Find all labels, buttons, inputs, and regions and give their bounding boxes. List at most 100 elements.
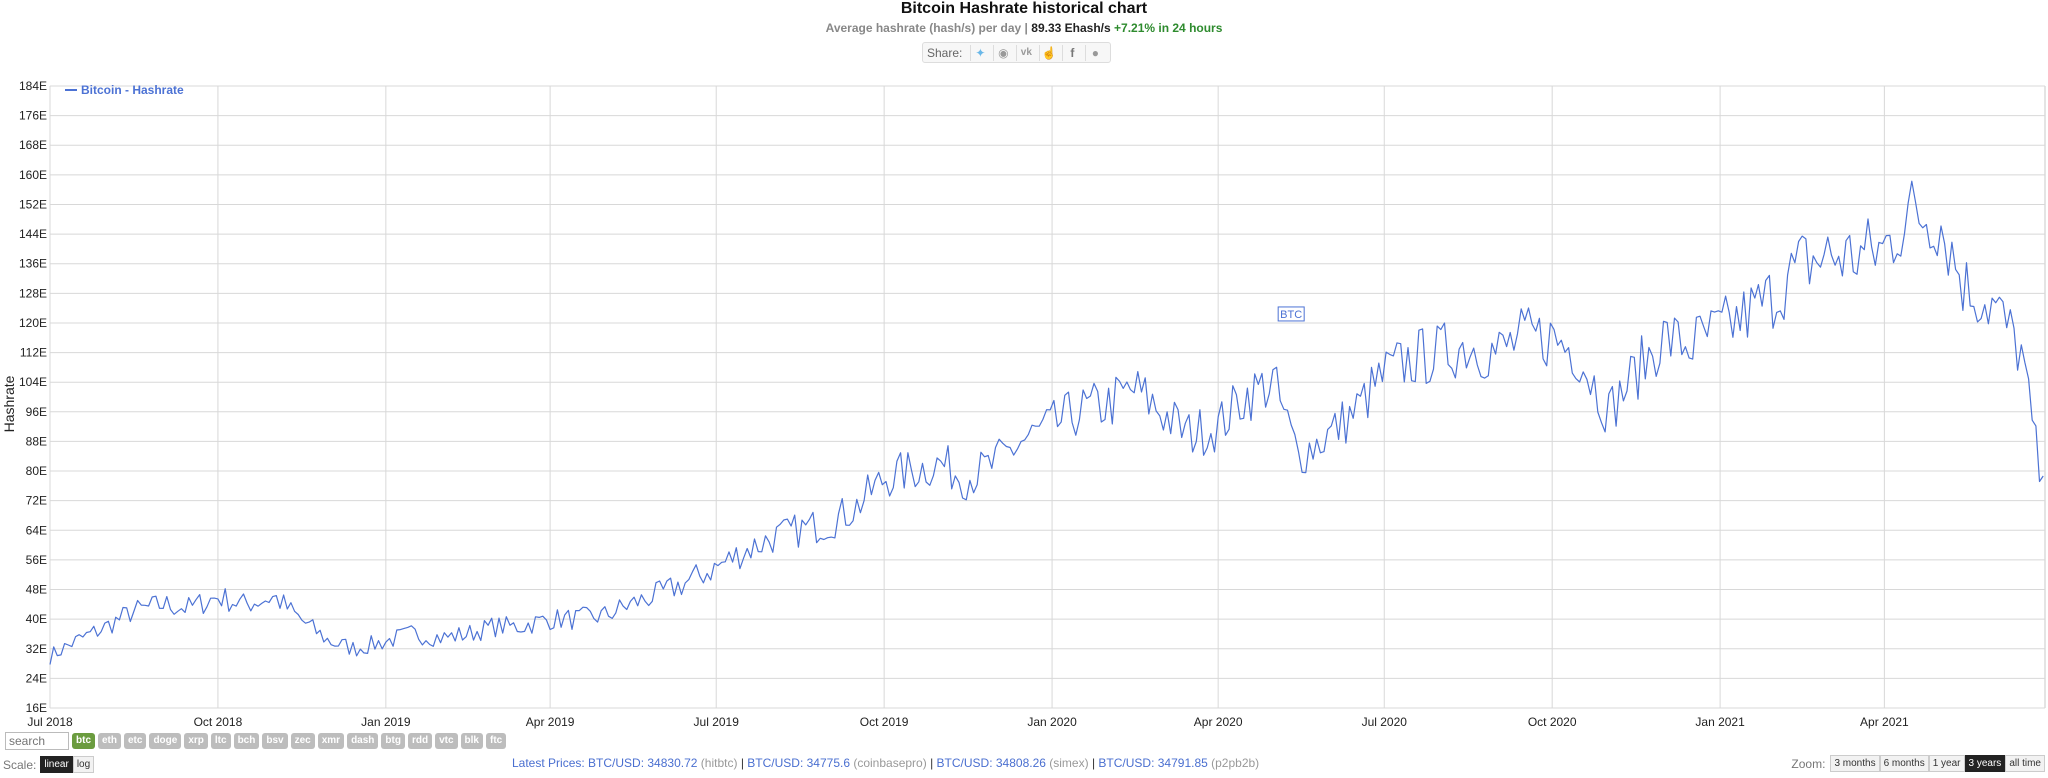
facebook-icon[interactable]: f — [1062, 44, 1081, 61]
subtitle-prefix: Average hashrate (hash/s) per day | — [825, 21, 1028, 35]
y-tick-label: 136E — [19, 257, 47, 271]
x-tick-label: Jul 2020 — [1362, 715, 1408, 729]
x-tick-label: Apr 2021 — [1860, 715, 1909, 729]
x-tick-label: Jan 2020 — [1027, 715, 1077, 729]
hashrate-change: +7.21% in 24 hours — [1114, 21, 1223, 35]
y-tick-label: 152E — [19, 197, 47, 211]
current-hashrate-unit: Ehash/s — [1064, 21, 1111, 35]
zoom-3-years-button[interactable]: 3 years — [1964, 755, 2006, 772]
annotation-flag — [1277, 306, 1305, 322]
coin-tag-etc[interactable]: etc — [124, 733, 147, 749]
x-axis-ticks: Jul 2018 Oct 2018 Jan 2019 Apr 2019 Jul 2019… — [27, 715, 1909, 729]
y-tick-label: 120E — [19, 316, 47, 330]
coin-tag-doge[interactable]: doge — [149, 733, 182, 749]
scale-label: Scale: — [3, 757, 37, 772]
coin-tag-btg[interactable]: btg — [381, 733, 405, 749]
y-tick-label: 184E — [19, 79, 47, 93]
price-source: (p2pb2b) — [1211, 756, 1260, 770]
price-source: (simex) — [1049, 756, 1089, 770]
price-source: (coinbasepro) — [853, 756, 927, 770]
weibo-icon[interactable]: ● — [1085, 44, 1104, 61]
price-item[interactable]: BTC/USD: 34830.72 — [588, 756, 698, 770]
zoom-1-year-button[interactable]: 1 year — [1928, 755, 1965, 772]
y-tick-label: 144E — [19, 227, 47, 241]
annotation-layer: BTC — [1277, 306, 1305, 322]
zoom-label: Zoom: — [1791, 756, 1826, 771]
y-tick-label: 104E — [19, 375, 47, 389]
zoom-3-months-button[interactable]: 3 months — [1830, 755, 1880, 772]
y-axis-label: Hashrate — [1, 375, 17, 432]
y-tick-label: 24E — [26, 671, 47, 685]
y-tick-label: 176E — [19, 109, 47, 123]
y-tick-label: 80E — [26, 464, 47, 478]
scale-log-button[interactable]: log — [72, 756, 95, 773]
reddit-icon[interactable]: ◉ — [993, 44, 1012, 61]
x-tick-label: Oct 2020 — [1528, 715, 1577, 729]
y-tick-label: 96E — [26, 405, 47, 419]
zoom-selector: Zoom: 3 months 6 months 1 year 3 years a… — [1791, 755, 2045, 772]
x-tick-label: Jul 2018 — [27, 715, 73, 729]
y-tick-label: 16E — [26, 701, 47, 715]
coin-list: btc eth etc doge xrp ltc bch bsv zec xmr dash btg rd… — [72, 733, 509, 749]
y-tick-label: 40E — [26, 612, 47, 626]
y-tick-label: 160E — [19, 168, 47, 182]
price-item[interactable]: BTC/USD: 34808.26 — [936, 756, 1046, 770]
share-bar: Share: ✦ ◉ vk ☝ f ● — [922, 42, 1112, 63]
y-tick-label: 32E — [26, 642, 47, 656]
coin-tag-xmr[interactable]: xmr — [317, 733, 345, 749]
coin-tag-xrp[interactable]: xrp — [184, 733, 208, 749]
current-hashrate-value: 89.33 — [1031, 21, 1062, 35]
x-tick-label: Apr 2020 — [1194, 715, 1243, 729]
price-item[interactable]: BTC/USD: 34791.85 — [1098, 756, 1208, 770]
y-tick-label: 64E — [26, 523, 47, 537]
coin-tag-blk[interactable]: blk — [460, 733, 483, 749]
coin-tag-dash[interactable]: dash — [347, 733, 379, 749]
zoom-6-months-button[interactable]: 6 months — [1879, 755, 1929, 772]
y-tick-label: 48E — [26, 583, 47, 597]
coin-tag-zec[interactable]: zec — [290, 733, 315, 749]
coin-tag-bsv[interactable]: bsv — [262, 733, 288, 749]
latest-prices: Latest Prices: BTC/USD: 34830.72 (hitbtc… — [512, 756, 1260, 770]
x-tick-label: Jan 2019 — [361, 715, 411, 729]
x-tick-label: Oct 2018 — [194, 715, 243, 729]
price-item[interactable]: BTC/USD: 34775.6 — [747, 756, 850, 770]
y-tick-label: 88E — [26, 434, 47, 448]
zoom-all-time-button[interactable]: all time — [2005, 755, 2045, 772]
scale-selector: Scale: linear log — [3, 756, 95, 773]
coin-selector: btcethetcdogexrpltcbchbsvzecxmrdashbtgrd… — [5, 732, 509, 750]
coin-search-input[interactable] — [5, 732, 69, 750]
chart-subtitle: Average hashrate (hash/s) per day | 89.3… — [0, 21, 2048, 35]
twitter-icon[interactable]: ✦ — [970, 44, 989, 61]
legend: Bitcoin - Hashrate — [65, 83, 184, 97]
coin-tag-eth[interactable]: eth — [98, 733, 121, 749]
y-tick-label: 56E — [26, 553, 47, 567]
y-tick-label: 72E — [26, 494, 47, 508]
y-tick-label: 112E — [20, 346, 47, 360]
y-tick-label: 128E — [19, 286, 47, 300]
legend-label: Bitcoin - Hashrate — [81, 83, 184, 97]
coin-tag-rdd[interactable]: rdd — [407, 733, 433, 749]
y-axis-ticks: 16E 24E 32E 40E 48E 56E 64E 72E 80E 88E 96E 104E 112… — [19, 79, 47, 715]
chart-grid — [49, 85, 2046, 709]
chart-title: Bitcoin Hashrate historical chart — [900, 0, 1148, 17]
coin-tag-ftc[interactable]: ftc — [485, 733, 507, 749]
x-tick-label: Jan 2021 — [1695, 715, 1745, 729]
like-icon[interactable]: ☝ — [1039, 44, 1058, 61]
coin-tag-vtc[interactable]: vtc — [435, 733, 458, 749]
series-layer — [49, 180, 2044, 665]
latest-prices-label: Latest Prices: — [512, 756, 585, 770]
series-line-bitcoin-hashrate — [49, 180, 2044, 665]
coin-tag-btc[interactable]: btc — [72, 733, 95, 749]
x-tick-label: Jul 2019 — [694, 715, 740, 729]
x-tick-label: Apr 2019 — [526, 715, 575, 729]
x-tick-label: Oct 2019 — [860, 715, 909, 729]
share-label: Share: — [927, 45, 963, 60]
hashrate-chart[interactable]: 16E 24E 32E 40E 48E 56E 64E 72E 80E 88E 96E 104E 112… — [0, 0, 2048, 730]
vk-icon[interactable]: vk — [1016, 44, 1035, 61]
scale-linear-button[interactable]: linear — [40, 756, 73, 773]
price-source: (hitbtc) — [700, 756, 738, 770]
coin-tag-ltc[interactable]: ltc — [210, 733, 231, 749]
y-tick-label: 168E — [19, 138, 47, 152]
annotation-label: BTC — [1280, 309, 1302, 321]
coin-tag-bch[interactable]: bch — [233, 733, 260, 749]
